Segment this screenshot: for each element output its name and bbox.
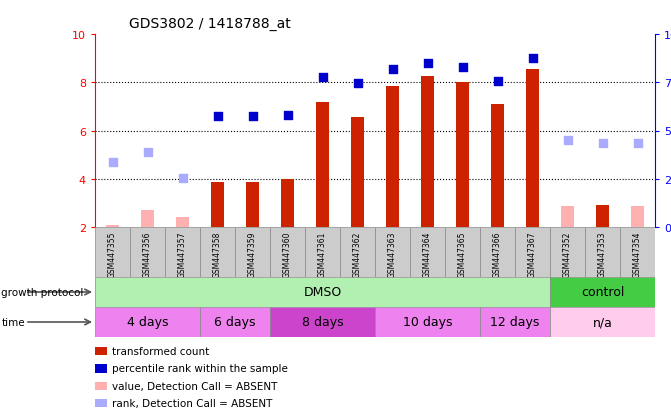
Bar (95, 228, 130, 277)
Text: 6 days: 6 days (214, 316, 256, 329)
Bar (340, 228, 375, 277)
Bar (270, 307, 375, 337)
Text: 4 days: 4 days (127, 316, 168, 329)
Bar (142, 211, 154, 228)
Point (387, 66, 398, 73)
Text: 12 days: 12 days (491, 316, 539, 329)
Point (142, 150, 153, 156)
Text: GSM447364: GSM447364 (423, 231, 432, 278)
Text: growth protocol: growth protocol (1, 287, 84, 297)
Text: GSM447356: GSM447356 (143, 231, 152, 278)
Bar (375, 228, 410, 277)
Text: percentile rank within the sample: percentile rank within the sample (113, 363, 289, 373)
Bar (270, 228, 305, 277)
Text: GSM447363: GSM447363 (388, 231, 397, 278)
Bar (480, 307, 550, 337)
Text: 10 days: 10 days (403, 316, 452, 329)
Bar (352, 118, 364, 228)
Bar (211, 183, 223, 228)
Text: GSM447359: GSM447359 (248, 231, 257, 278)
Bar (456, 83, 468, 228)
Bar (130, 228, 165, 277)
Point (632, 140, 643, 147)
Point (457, 64, 468, 71)
Text: GSM447367: GSM447367 (528, 231, 537, 278)
Bar (176, 218, 189, 228)
Bar (550, 228, 585, 277)
Bar (200, 228, 235, 277)
Text: DMSO: DMSO (303, 286, 342, 299)
Text: transformed count: transformed count (113, 346, 210, 356)
Point (212, 114, 223, 120)
Point (527, 56, 538, 62)
Bar (386, 87, 399, 228)
Bar (95, 307, 200, 337)
Bar (316, 102, 329, 228)
Bar (631, 207, 643, 228)
Text: GSM447366: GSM447366 (493, 231, 502, 278)
Point (492, 78, 503, 85)
Text: GSM447353: GSM447353 (598, 231, 607, 278)
Bar (550, 307, 655, 337)
Text: 8 days: 8 days (302, 316, 344, 329)
Bar (445, 228, 480, 277)
Point (562, 138, 573, 144)
Bar (235, 228, 270, 277)
Bar (585, 228, 620, 277)
Bar (281, 179, 294, 228)
Bar (421, 77, 433, 228)
Text: GSM447354: GSM447354 (633, 231, 642, 278)
Point (597, 140, 608, 147)
Bar (200, 307, 270, 337)
Bar (480, 228, 515, 277)
Bar (305, 228, 340, 277)
Point (352, 81, 363, 88)
Bar (515, 228, 550, 277)
Bar (550, 277, 655, 307)
Text: GSM447361: GSM447361 (318, 231, 327, 278)
Point (107, 159, 118, 166)
Bar (165, 228, 200, 277)
Text: GSM447355: GSM447355 (108, 231, 117, 278)
Text: GDS3802 / 1418788_at: GDS3802 / 1418788_at (129, 17, 291, 31)
Text: GSM447358: GSM447358 (213, 231, 222, 278)
Bar (526, 70, 539, 228)
Text: GSM447362: GSM447362 (353, 231, 362, 278)
Text: GSM447360: GSM447360 (283, 231, 292, 278)
Bar (410, 228, 445, 277)
Text: GSM447352: GSM447352 (563, 231, 572, 278)
Text: time: time (1, 317, 25, 327)
Bar (107, 225, 119, 228)
Text: GSM447365: GSM447365 (458, 231, 467, 278)
Bar (562, 207, 574, 228)
Bar (597, 206, 609, 228)
Text: n/a: n/a (592, 316, 613, 329)
Point (422, 60, 433, 67)
Bar (95, 277, 550, 307)
Point (247, 114, 258, 120)
Text: rank, Detection Call = ABSENT: rank, Detection Call = ABSENT (113, 398, 273, 408)
Point (317, 75, 328, 81)
Bar (491, 105, 504, 228)
Text: GSM447357: GSM447357 (178, 231, 187, 278)
Point (177, 175, 188, 181)
Bar (375, 307, 480, 337)
Text: value, Detection Call = ABSENT: value, Detection Call = ABSENT (113, 381, 278, 391)
Point (282, 112, 293, 119)
Bar (246, 183, 258, 228)
Bar (620, 228, 655, 277)
Text: control: control (581, 286, 624, 299)
